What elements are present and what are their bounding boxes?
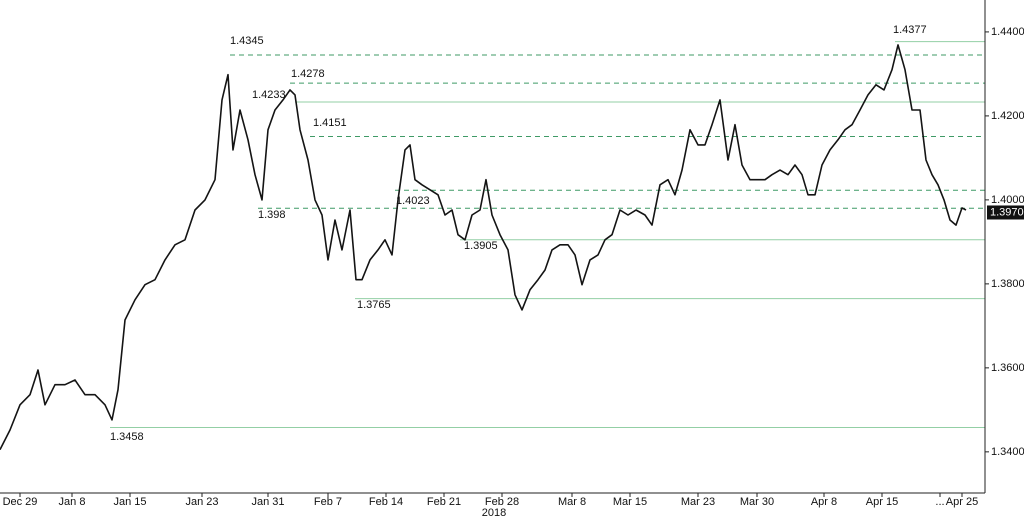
x-tick-label: Apr 15 [866, 496, 898, 508]
level-label: 1.4377 [893, 24, 927, 36]
x-tick-label: Mar 30 [740, 496, 774, 508]
level-label: 1.4233 [252, 89, 286, 101]
x-tick-label: Apr 8 [811, 496, 837, 508]
x-tick-label: Feb 14 [369, 496, 403, 508]
x-tick-label: Jan 31 [251, 496, 284, 508]
y-tick-label: 1.3400 [991, 446, 1024, 458]
x-tick-label: Jan 23 [185, 496, 218, 508]
price-line [0, 44, 967, 451]
level-label: 1.3905 [464, 240, 498, 252]
level-label: 1.4151 [313, 117, 347, 129]
x-tick-label: Jan 8 [59, 496, 86, 508]
year-label: 2018 [482, 507, 506, 518]
y-tick-label: 1.4200 [991, 110, 1024, 122]
level-label: 1.4023 [396, 195, 430, 207]
level-label: 1.398 [258, 209, 286, 221]
x-tick-label: Mar 15 [613, 496, 647, 508]
y-tick-label: 1.4000 [991, 194, 1024, 206]
x-tick-label: Jan 15 [113, 496, 146, 508]
x-tick-label: Mar 8 [558, 496, 586, 508]
level-label: 1.3765 [357, 299, 391, 311]
x-tick-label: ... [935, 496, 944, 508]
x-tick-label: Feb 7 [314, 496, 342, 508]
x-tick-label: Apr 25 [946, 496, 978, 508]
y-tick-label: 1.4400 [991, 26, 1024, 38]
level-label: 1.4278 [291, 68, 325, 80]
x-tick-label: Feb 28 [485, 496, 519, 508]
level-label: 1.4345 [230, 35, 264, 47]
last-value-label: 1.3970 [990, 206, 1024, 218]
y-tick-label: 1.3800 [991, 278, 1024, 290]
level-label: 1.3458 [110, 431, 144, 443]
last-value-box [987, 205, 1024, 220]
x-tick-label: Feb 21 [427, 496, 461, 508]
x-tick-label: Mar 23 [681, 496, 715, 508]
x-tick-label: Dec 29 [3, 496, 38, 508]
y-tick-label: 1.3600 [991, 362, 1024, 374]
